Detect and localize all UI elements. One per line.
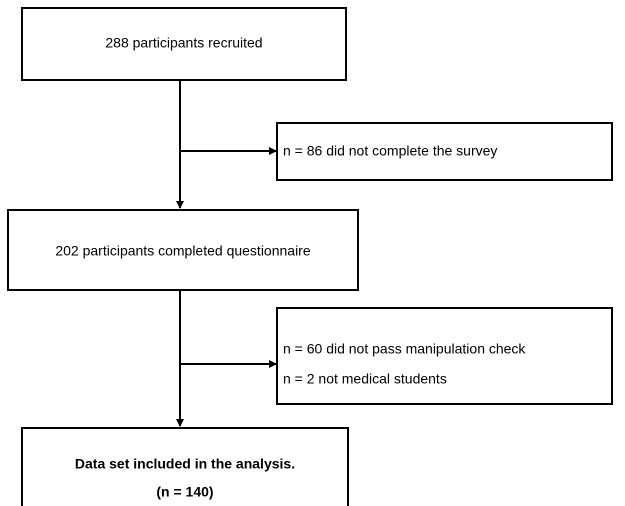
node-label: (n = 140): [156, 484, 213, 500]
node-label: Data set included in the analysis.: [75, 456, 295, 472]
exclusion-label: n = 86 did not complete the survey: [283, 143, 497, 159]
node-box: [7, 209, 359, 291]
exclusion-label: n = 2 not medical students: [283, 371, 447, 387]
node-label: 202 participants completed questionnaire: [55, 243, 310, 259]
exclusion-box: [276, 122, 613, 181]
exclusion-box: [276, 307, 613, 405]
node-label: 288 participants recruited: [105, 35, 262, 51]
node-box: [21, 427, 349, 506]
node-box: [21, 7, 347, 81]
exclusion-label: n = 60 did not pass manipulation check: [283, 341, 526, 357]
